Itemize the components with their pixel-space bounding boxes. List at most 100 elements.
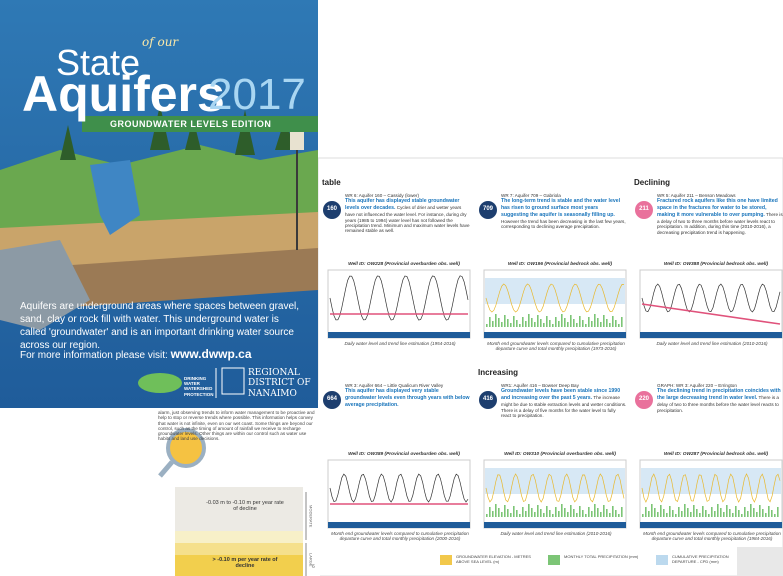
chart-precip-bar bbox=[552, 514, 554, 517]
chart-precip-bar bbox=[606, 509, 608, 517]
cover-year: 2017 bbox=[208, 70, 306, 121]
chart-precip-bar bbox=[723, 512, 725, 517]
chart-precip-bar bbox=[732, 513, 734, 517]
chart-precip-bar bbox=[546, 316, 548, 327]
chart-precip-bar bbox=[528, 314, 530, 327]
chart-precip-bar bbox=[543, 513, 545, 517]
panel-text: WR 5: Aquifer 211 – Benson MeadowsFractu… bbox=[657, 193, 783, 235]
chart-precip-bar bbox=[507, 509, 509, 517]
chart-precip-bar bbox=[615, 510, 617, 517]
chart-axis-strip bbox=[484, 332, 626, 338]
dwwp-logo-mark bbox=[138, 373, 182, 393]
chart-precip-bar bbox=[588, 317, 590, 327]
chart-precip-bar bbox=[558, 511, 560, 517]
chart-precip-bar bbox=[657, 512, 659, 517]
chart-precip-bar bbox=[651, 504, 653, 517]
chart-precip-bar bbox=[708, 514, 710, 517]
chart-precip-bar bbox=[669, 506, 671, 517]
info-prefix: For more information please visit: bbox=[20, 350, 168, 361]
chart-precip-bar bbox=[741, 514, 743, 517]
panel-highlight: Fractured rock aquifers like this one ha… bbox=[657, 198, 778, 218]
chart-precip-bar bbox=[603, 505, 605, 517]
chart-precip-bar bbox=[492, 511, 494, 517]
chart-axis-strip bbox=[640, 522, 782, 528]
badge-number: 211 bbox=[634, 206, 654, 213]
chart-title: Well ID: OW388 (Provincial bedrock obs. … bbox=[646, 262, 783, 268]
chart-precip-bar bbox=[513, 316, 515, 327]
cover-paragraph: Aquifers are underground areas where spa… bbox=[20, 300, 300, 352]
chart-frame bbox=[328, 270, 470, 338]
chart-precip-bar bbox=[498, 508, 500, 517]
chart-caption: Daily water level and trend line estimat… bbox=[486, 531, 626, 536]
cover-title-of-our: of our bbox=[142, 36, 178, 50]
chart-precip-bar bbox=[582, 510, 584, 517]
chart-precip-bar bbox=[507, 319, 509, 327]
chart-axis-strip bbox=[328, 332, 470, 338]
page: State of our Aquifers 2017 GROUNDWATER L… bbox=[0, 0, 783, 576]
chart-precip-bar bbox=[603, 315, 605, 327]
back-intro: alarm, just observing trends to inform w… bbox=[158, 410, 316, 442]
chart-precip-bar bbox=[726, 505, 728, 517]
chart-precip-bar bbox=[702, 506, 704, 517]
badge-number: 416 bbox=[478, 396, 498, 403]
chart-precip-bar bbox=[693, 505, 695, 517]
chart-precip-bar bbox=[600, 512, 602, 517]
moderate-label: MODERATE bbox=[308, 505, 313, 527]
chart-precip-bar bbox=[519, 514, 521, 517]
chart-precip-bar bbox=[495, 504, 497, 517]
logo-rdn: REGIONAL DISTRICT OF NANAIMO bbox=[248, 368, 314, 399]
chart-axis-strip bbox=[484, 522, 626, 528]
chart-precip-bar bbox=[738, 510, 740, 517]
chart-precip-bar bbox=[759, 505, 761, 517]
chart-precip-bar bbox=[675, 514, 677, 517]
chart-precip-bar bbox=[516, 510, 518, 517]
chart-precip-bar bbox=[570, 505, 572, 517]
badge-number: 664 bbox=[322, 396, 342, 403]
chart-precip-bar bbox=[567, 322, 569, 327]
chart-caption: Month end groundwater levels compared to… bbox=[330, 531, 470, 542]
chart-precip-bar bbox=[558, 321, 560, 327]
chart-title: Well ID: OW287 (Provincial bedrock obs. … bbox=[646, 452, 783, 458]
chart-precip-bar bbox=[612, 506, 614, 517]
panel-highlight: The long-term trend is stable and the wa… bbox=[501, 198, 620, 218]
chart-precip-bar bbox=[522, 317, 524, 327]
chart-precip-bar bbox=[588, 507, 590, 517]
chart-precip-bar bbox=[492, 321, 494, 327]
chart-precip-bar bbox=[609, 323, 611, 327]
chart-precip-bar bbox=[534, 512, 536, 517]
chart-precip-bar bbox=[510, 323, 512, 327]
legend-swatch bbox=[548, 555, 560, 565]
badge-number: 709 bbox=[478, 206, 498, 213]
chart-cpd-area bbox=[485, 468, 625, 494]
legend-swatch bbox=[440, 555, 452, 565]
chart-precip-bar bbox=[549, 320, 551, 327]
chart-precip-bar bbox=[561, 314, 563, 327]
chart-frame bbox=[328, 460, 470, 528]
chart-axis-strip bbox=[640, 332, 782, 338]
chart-precip-bar bbox=[546, 506, 548, 517]
chart-precip-bar bbox=[618, 514, 620, 517]
chart-precip-bar bbox=[570, 315, 572, 327]
chart-precip-bar bbox=[585, 514, 587, 517]
chart-precip-bar bbox=[684, 504, 686, 517]
info-url[interactable]: www.dwwp.ca bbox=[171, 347, 252, 361]
legend-swatch bbox=[656, 555, 668, 565]
chart-title: Well ID: OW389 (Provincial overburden ob… bbox=[334, 452, 474, 458]
chart-precip-bar bbox=[699, 513, 701, 517]
legend-label: MONTHLY TOTAL PRECIPITATION (mm) bbox=[564, 555, 644, 560]
chart-precip-bar bbox=[537, 315, 539, 327]
chart-precip-bar bbox=[621, 317, 623, 327]
chart-precip-bar bbox=[615, 320, 617, 327]
chart-precip-bar bbox=[681, 511, 683, 517]
section-title: table bbox=[322, 178, 341, 187]
chart-precip-bar bbox=[672, 510, 674, 517]
chart-precip-bar bbox=[600, 322, 602, 327]
chart-cpd-area bbox=[485, 278, 625, 304]
chart-precip-bar bbox=[489, 507, 491, 517]
chart-precip-bar bbox=[750, 504, 752, 517]
chart-precip-bar bbox=[642, 514, 644, 517]
chart-precip-bar bbox=[717, 504, 719, 517]
chart-precip-bar bbox=[579, 506, 581, 517]
chart-precip-bar bbox=[654, 508, 656, 517]
